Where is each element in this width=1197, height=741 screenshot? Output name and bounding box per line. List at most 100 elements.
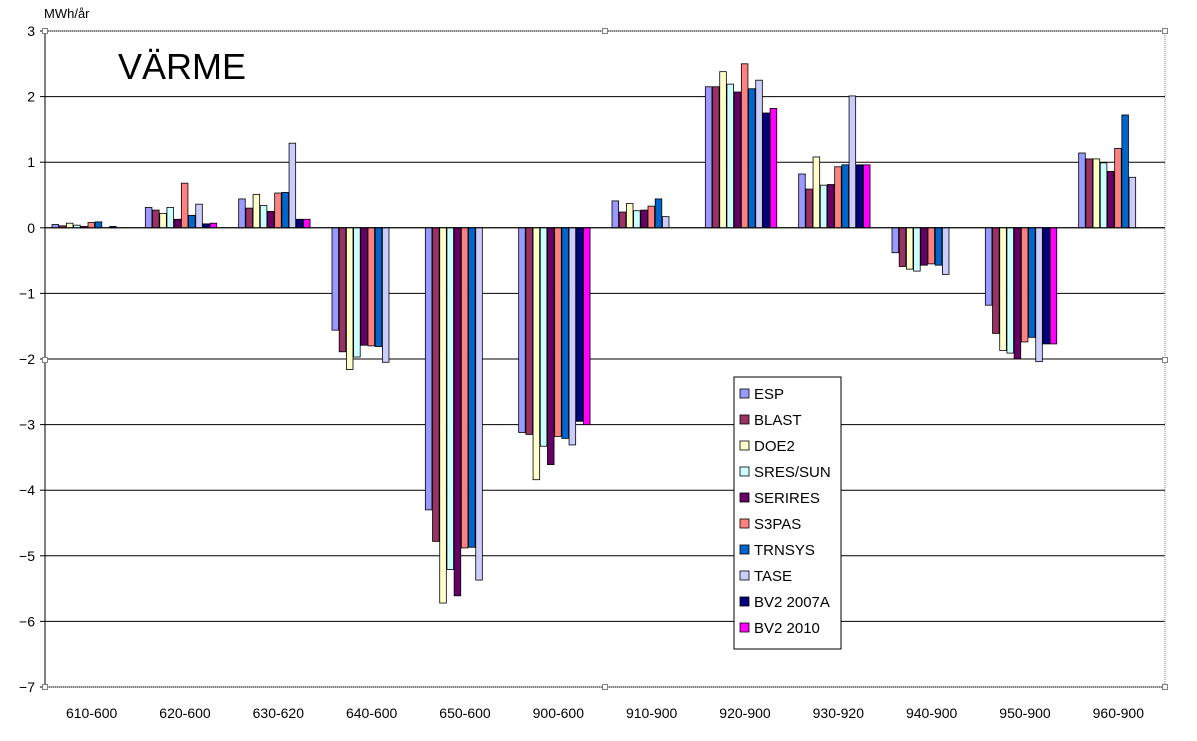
bar xyxy=(575,227,584,422)
gridlines xyxy=(45,30,1165,688)
bar xyxy=(561,227,569,439)
x-tick-label: 950-900 xyxy=(999,705,1051,721)
y-tick-label: −4 xyxy=(19,482,35,498)
selection-handle[interactable] xyxy=(602,28,608,34)
legend-label: DOE2 xyxy=(754,438,795,455)
bar xyxy=(1099,162,1108,229)
bar xyxy=(66,222,74,229)
bar xyxy=(891,227,899,254)
axes: 3 2 1 0 −1 −2 −3 −4 −5 −6 −7 610-600 620-600 630-620 6… xyxy=(19,23,1168,721)
y-tick-label: −7 xyxy=(19,679,35,695)
y-tick-label: 2 xyxy=(27,89,35,105)
legend: ESP BLAST DOE2 SRES/SUN SERIRES S3PAS TRNSYS TA… xyxy=(733,376,842,650)
selection-handle[interactable] xyxy=(1162,684,1168,690)
legend-label: SRES/SUN xyxy=(754,464,831,481)
legend-swatch xyxy=(739,492,750,503)
bar xyxy=(152,209,160,229)
selection-handle[interactable] xyxy=(42,28,48,34)
bar xyxy=(733,91,742,229)
y-tick-label: 1 xyxy=(27,154,35,170)
legend-swatch xyxy=(739,544,750,555)
bar xyxy=(583,227,591,426)
bar xyxy=(1107,170,1115,229)
bar xyxy=(188,214,196,229)
bar xyxy=(539,227,548,447)
bar xyxy=(726,83,734,229)
bar xyxy=(468,227,476,548)
legend-swatch xyxy=(739,414,750,425)
bar xyxy=(238,198,246,229)
bar xyxy=(704,86,713,229)
bar xyxy=(374,227,383,347)
bar xyxy=(719,71,727,229)
bar xyxy=(94,221,103,229)
bar xyxy=(180,182,189,229)
bar xyxy=(834,166,842,229)
bar xyxy=(331,227,339,331)
bar xyxy=(618,211,627,229)
selection-handle[interactable] xyxy=(602,684,608,690)
bar xyxy=(202,223,210,229)
y-axis-label: MWh/år xyxy=(44,6,90,21)
legend-swatch xyxy=(739,570,750,581)
bar xyxy=(1028,227,1036,338)
x-tick-label: 930-920 xyxy=(813,705,865,721)
bar xyxy=(740,63,749,229)
legend-swatch xyxy=(739,518,750,529)
chart-title: VÄRME xyxy=(118,46,246,87)
bar xyxy=(1035,227,1043,363)
bar xyxy=(439,227,447,604)
y-tick-label: −5 xyxy=(19,548,35,564)
bar xyxy=(195,203,203,229)
bar xyxy=(518,227,526,433)
bar xyxy=(798,173,806,229)
x-tick-label: 940-900 xyxy=(906,705,958,721)
y-tick-label: −3 xyxy=(19,417,35,433)
bar xyxy=(633,210,641,229)
bar xyxy=(166,207,174,229)
y-tick-label: 0 xyxy=(27,220,35,236)
x-tick-label: 910-900 xyxy=(626,705,678,721)
x-tick-label: 650-600 xyxy=(439,705,491,721)
bar xyxy=(209,222,218,229)
bar xyxy=(532,227,541,481)
bar xyxy=(827,184,835,229)
bar xyxy=(863,164,871,229)
selection-handle[interactable] xyxy=(42,684,48,690)
y-tick-label: −6 xyxy=(19,613,35,629)
x-tick-label: 900-600 xyxy=(533,705,585,721)
bar xyxy=(1042,227,1050,345)
legend-swatch xyxy=(739,622,750,633)
legend-label: SERIRES xyxy=(754,490,820,507)
bar xyxy=(769,108,778,229)
bar xyxy=(353,227,361,358)
bars xyxy=(51,63,1137,604)
bar xyxy=(267,210,275,229)
bar xyxy=(992,227,1000,334)
selection-handle[interactable] xyxy=(1162,28,1168,34)
bar xyxy=(812,156,821,229)
legend-swatch xyxy=(739,466,750,477)
bar xyxy=(475,227,483,581)
bar xyxy=(841,164,849,229)
bar xyxy=(525,227,533,435)
bar xyxy=(848,95,857,229)
selection-handle[interactable] xyxy=(42,357,48,363)
bar xyxy=(1092,158,1101,229)
x-tick-label: 610-600 xyxy=(66,705,118,721)
bar xyxy=(173,218,182,229)
bar xyxy=(611,200,619,229)
x-tick-label: 640-600 xyxy=(346,705,398,721)
selection-handle[interactable] xyxy=(1162,357,1168,363)
legend-label: ESP xyxy=(754,386,784,403)
bar xyxy=(554,227,562,437)
bar xyxy=(906,227,914,270)
legend-swatch xyxy=(739,388,750,399)
bar xyxy=(762,112,770,229)
bar xyxy=(424,227,433,511)
bar xyxy=(144,207,153,229)
bar xyxy=(453,227,462,597)
y-tick-label: 3 xyxy=(27,23,35,39)
bar xyxy=(755,79,763,229)
